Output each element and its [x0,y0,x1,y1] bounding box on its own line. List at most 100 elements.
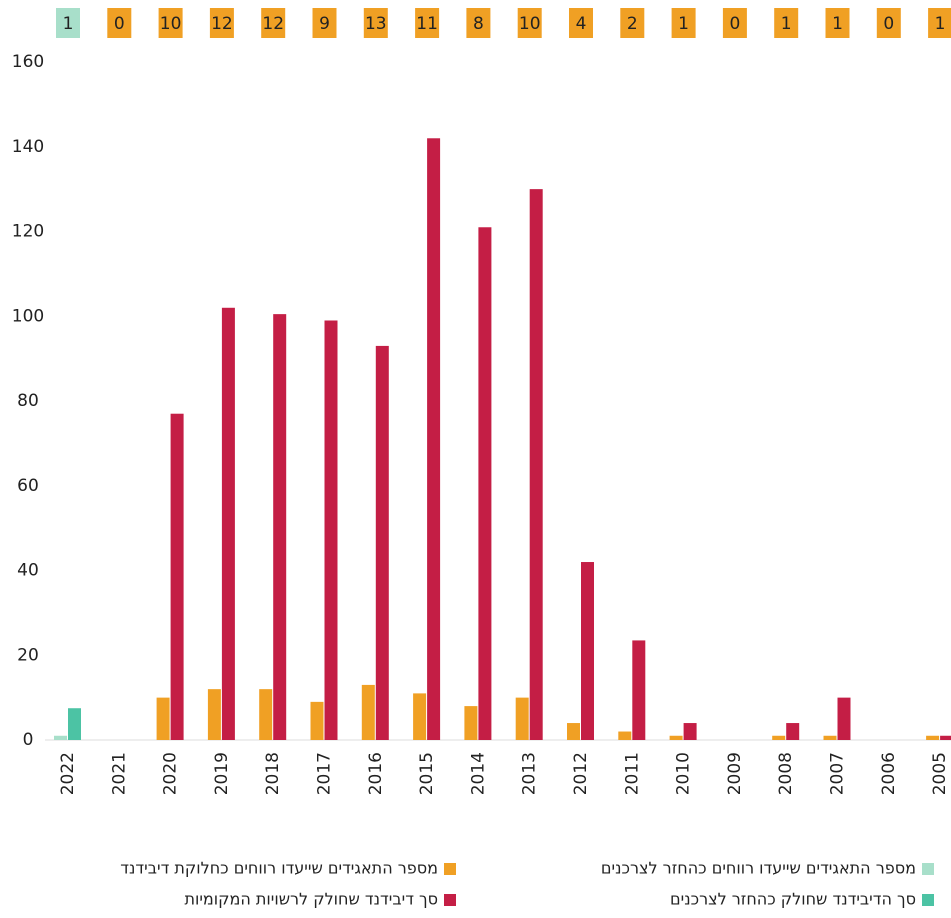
y-tick-label: 160 [12,52,44,72]
count-label: 12 [211,14,233,34]
count-box [722,8,747,38]
count-label: 1 [781,14,792,34]
bar [683,723,697,740]
x-tick-label: 2014 [468,752,488,795]
count-box [56,8,80,38]
count-box [158,8,183,38]
x-tick-label: 2018 [263,752,283,795]
bar [207,689,221,740]
y-tick-label: 140 [12,137,44,157]
x-tick-label: 2016 [366,752,386,795]
count-label: 4 [576,14,587,34]
x-tick-label: 2021 [109,752,129,795]
count-box [774,8,799,38]
bar [926,735,940,740]
x-tick-label: 2019 [212,752,232,795]
legend-label: מספר התאגידים שייעדו רווחים כהחזר לצרכני… [601,859,916,878]
count-label: 8 [473,14,484,34]
bar [823,735,837,740]
count-box [261,8,286,38]
count-box [569,8,593,38]
x-tick-label: 2008 [776,752,796,795]
x-tick-label: 2011 [622,752,642,795]
count-label: 12 [262,14,284,34]
x-tick-label: 2005 [930,752,950,795]
count-label: 1 [832,14,843,34]
count-box [466,8,491,38]
bar [515,697,529,740]
y-tick-label: 60 [17,476,39,496]
bar [68,708,81,740]
legend-swatch [922,863,934,875]
count-label: 0 [729,14,740,34]
x-tick-label: 2007 [828,752,848,795]
y-tick-label: 80 [17,391,39,411]
bar [221,307,235,740]
count-box [107,8,132,38]
bar [427,138,441,740]
count-label: 9 [319,14,330,34]
count-box [312,8,337,38]
x-tick-label: 2012 [571,752,591,795]
count-label: 1 [678,14,689,34]
bar [837,697,851,740]
count-box [517,8,542,38]
count-box [876,8,901,38]
legend-label: מספר התאגידים שייעדו רווחים כחלוקת דיביד… [120,859,438,878]
bar [618,731,632,740]
bar [940,735,951,740]
count-box [209,8,234,38]
x-tick-label: 2017 [315,752,335,795]
bar [273,314,287,740]
bar [259,689,273,740]
count-label: 1 [63,14,74,34]
count-box [671,8,696,38]
bar [413,693,427,740]
y-tick-label: 20 [17,645,39,665]
bar [529,189,543,740]
bar [632,640,646,740]
y-tick-label: 40 [17,561,39,581]
bar [310,701,324,740]
bar [567,723,580,740]
count-box [415,8,440,38]
count-label: 10 [519,14,541,34]
bar [772,735,786,740]
bar [156,697,170,740]
legend-label: סך דיבידנד שחולק לרשויות המקומיות [184,890,438,909]
bar [375,345,389,740]
x-tick-label: 2013 [520,752,540,795]
count-label: 11 [416,14,438,34]
count-label: 0 [114,14,125,34]
bar [581,562,594,740]
count-box [363,8,388,38]
bar [361,684,375,740]
y-tick-label: 120 [12,222,44,242]
bar [786,723,800,740]
legend-label: סך הדיבידנד שחולק כהחזר לצרכנים [670,890,916,909]
count-label: 10 [160,14,182,34]
count-label: 2 [627,14,638,34]
bar [54,735,67,740]
bar [170,413,184,740]
count-box [928,8,951,38]
x-tick-label: 2015 [417,752,437,795]
x-tick-label: 2006 [879,752,899,795]
count-box [620,8,645,38]
legend-swatch [444,863,456,875]
bar [478,227,492,740]
bar [669,735,683,740]
x-tick-label: 2022 [58,752,78,795]
bar [464,706,478,740]
count-label: 1 [935,14,946,34]
count-label: 13 [365,14,387,34]
count-label: 0 [883,14,894,34]
legend-swatch [444,894,456,906]
bar [324,320,338,740]
x-tick-label: 2009 [725,752,745,795]
count-box [825,8,850,38]
x-tick-label: 2010 [674,752,694,795]
y-tick-label: 0 [23,730,34,750]
legend-swatch [922,894,934,906]
